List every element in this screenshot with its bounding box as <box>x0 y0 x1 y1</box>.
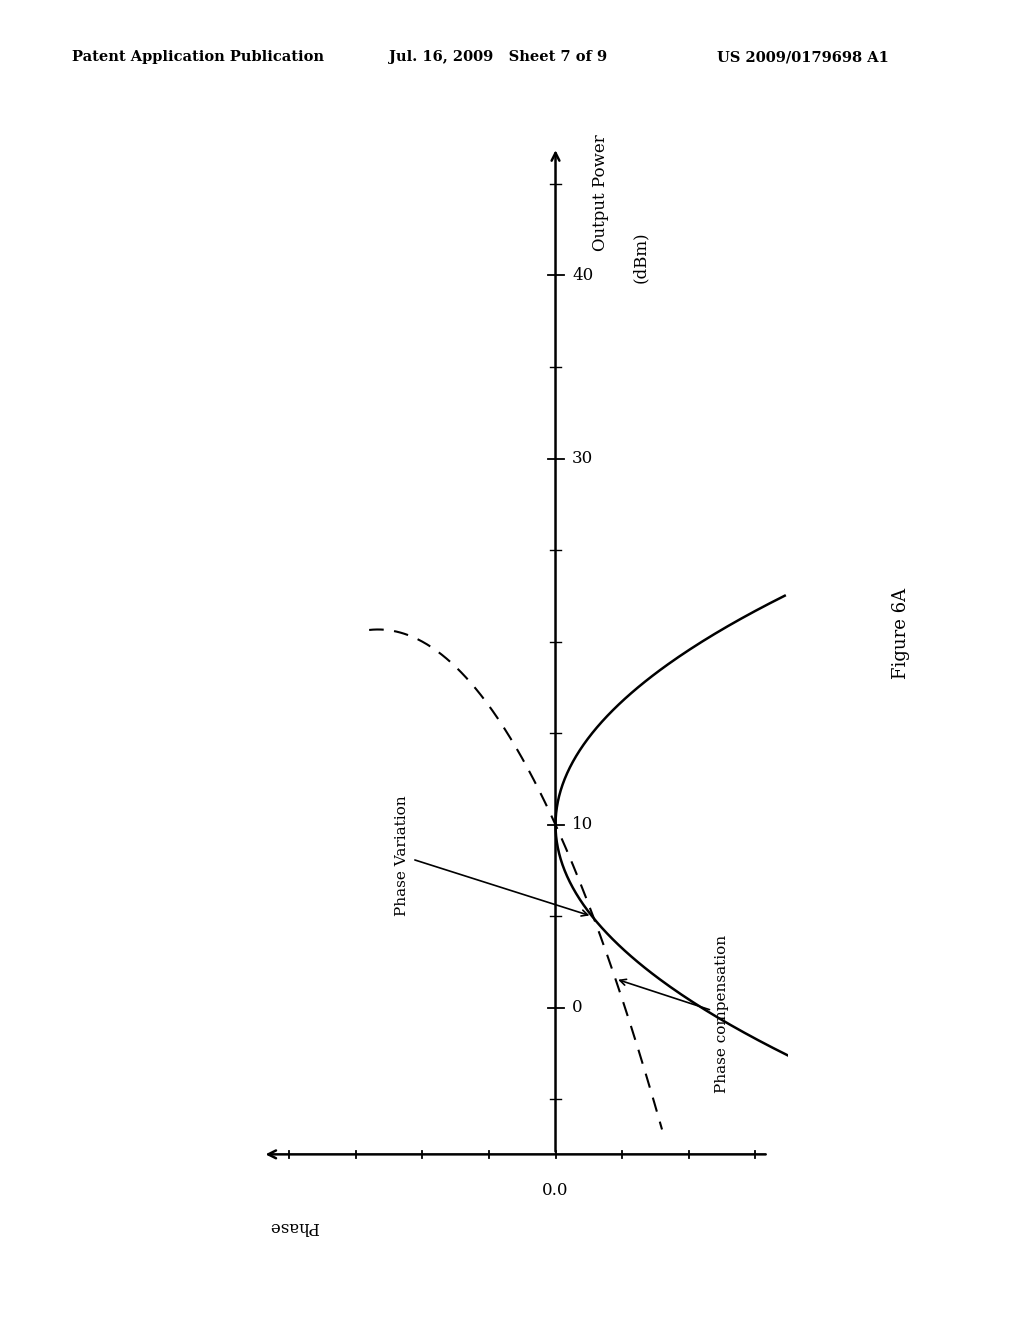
Text: 10: 10 <box>572 816 594 833</box>
Text: Output Power: Output Power <box>592 135 609 252</box>
Text: Patent Application Publication: Patent Application Publication <box>72 50 324 65</box>
Text: 0: 0 <box>572 999 583 1016</box>
Text: Phase compensation: Phase compensation <box>620 935 729 1093</box>
Text: 0.0: 0.0 <box>543 1181 568 1199</box>
Text: (dBm): (dBm) <box>632 231 649 282</box>
Text: Figure 6A: Figure 6A <box>892 587 910 680</box>
Text: Jul. 16, 2009   Sheet 7 of 9: Jul. 16, 2009 Sheet 7 of 9 <box>389 50 607 65</box>
Text: 30: 30 <box>572 450 594 467</box>
Text: US 2009/0179698 A1: US 2009/0179698 A1 <box>717 50 889 65</box>
Text: 40: 40 <box>572 267 594 284</box>
Text: Phase Variation: Phase Variation <box>395 796 588 916</box>
Text: Phase: Phase <box>269 1218 319 1236</box>
